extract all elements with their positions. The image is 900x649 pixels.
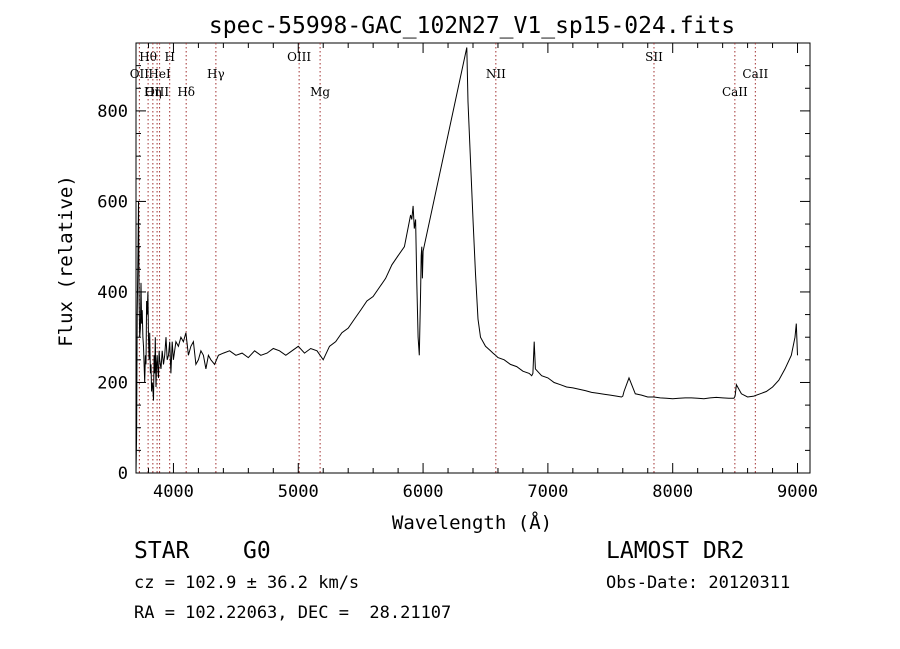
spectral-line-label: CaII bbox=[722, 85, 748, 99]
spectral-line-label: Hδ bbox=[177, 85, 195, 99]
x-tick-label: 6000 bbox=[403, 482, 444, 502]
y-tick-label: 600 bbox=[97, 192, 128, 212]
spectral-line-label: H bbox=[164, 50, 174, 64]
spectrum-series-line bbox=[135, 47, 798, 474]
x-tick-label: 7000 bbox=[527, 482, 568, 502]
x-tick-label: 9000 bbox=[777, 482, 818, 502]
object-class: STAR bbox=[134, 538, 190, 564]
spectral-line-label: SII bbox=[645, 50, 663, 64]
spectral-line-label: HeI bbox=[148, 67, 171, 81]
observation-date: Obs-Date: 20120311 bbox=[606, 573, 791, 593]
y-tick-label: 800 bbox=[97, 102, 128, 122]
x-tick-label: 8000 bbox=[652, 482, 693, 502]
object-subclass: G0 bbox=[243, 538, 271, 564]
spectral-line-label: OIII bbox=[145, 85, 169, 99]
x-tick-label: 4000 bbox=[153, 482, 194, 502]
spectral-line-label: Hη bbox=[144, 85, 162, 99]
coordinates: RA = 102.22063, DEC = 28.21107 bbox=[134, 603, 452, 623]
spectral-line-label: Hθ bbox=[139, 50, 157, 64]
x-axis-label: Wavelength (Å) bbox=[392, 511, 552, 534]
plot-frame bbox=[135, 42, 811, 474]
spectral-line-label: Hγ bbox=[207, 67, 225, 81]
spectral-line-label: NII bbox=[486, 67, 506, 81]
x-tick-label: 5000 bbox=[278, 482, 319, 502]
redshift-velocity: cz = 102.9 ± 36.2 km/s bbox=[134, 573, 360, 593]
y-tick-label: 400 bbox=[97, 283, 128, 303]
survey-name: LAMOST DR2 bbox=[606, 538, 745, 564]
y-tick-label: 200 bbox=[97, 373, 128, 393]
spectral-line-label: CaII bbox=[742, 67, 768, 81]
y-axis-label: Flux (relative) bbox=[55, 175, 77, 347]
spectral-line-label: Mg bbox=[310, 85, 330, 99]
chart-title: spec-55998-GAC_102N27_V1_sp15-024.fits bbox=[209, 13, 735, 39]
spectral-line-label: OII bbox=[130, 67, 150, 81]
axis-ticks: 4000 5000 6000 7000 8000 9000 0 200 400 600 800 bbox=[97, 43, 818, 502]
y-tick-label: 0 bbox=[118, 464, 128, 484]
spectral-line-label: OIII bbox=[287, 50, 311, 64]
